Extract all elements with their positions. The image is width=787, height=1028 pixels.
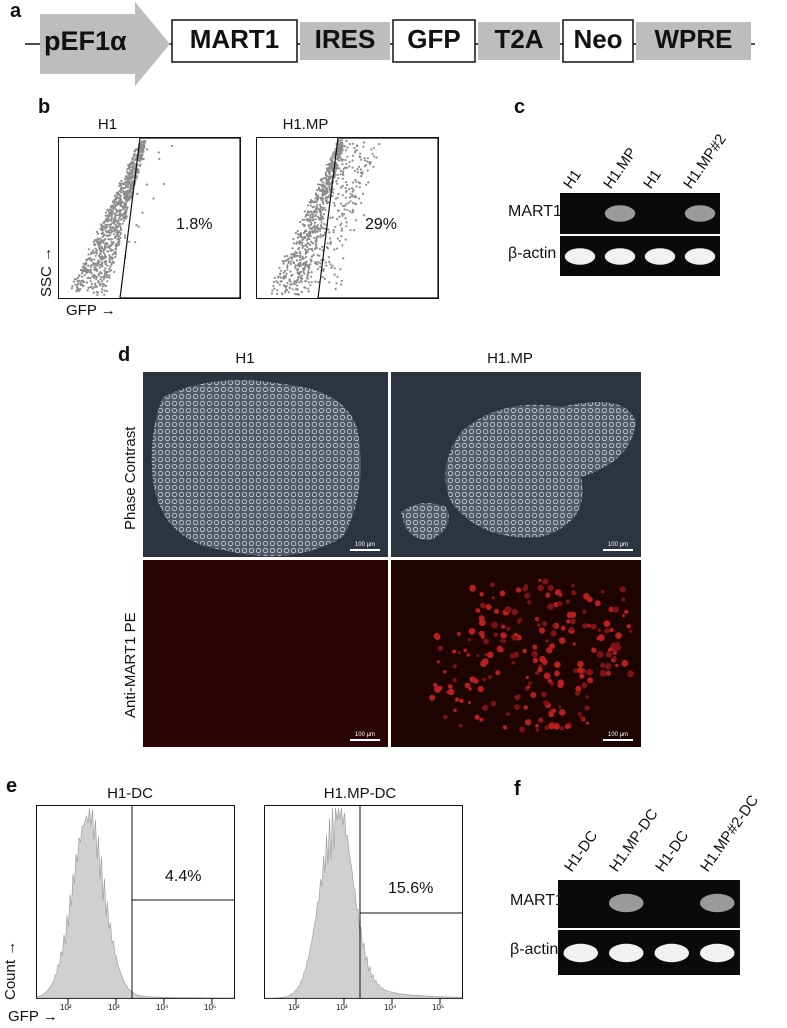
gel-band [563,943,599,963]
micro-pe-h1mp: 100 μm [391,560,641,747]
construct-element-0 [171,19,298,63]
colony-h1mp [445,402,636,538]
hist-x-tick-label: 10² [288,1003,300,1012]
construct-element-1 [300,22,390,60]
colony-h1mp-small [401,503,449,541]
flow-b-xaxis: GFP → [66,302,116,319]
colony-h1 [151,380,361,557]
construct-element-label: IRES [314,24,376,54]
gel-band [699,943,735,963]
gel-lane-label: H1.MP [600,144,641,192]
gel-lane-label: H1-DC [651,827,693,875]
flow-b1-title: H1 [97,116,118,133]
flow-b2-title: H1.MP [282,116,329,133]
gel-band [684,248,716,265]
construct-element-4 [562,19,634,63]
hist-x-tick-label: 10² [60,1003,72,1012]
gate-h1 [119,137,241,299]
flow-b-yaxis: SSC → [38,246,55,297]
micro-row2-label: Anti-MART1 PE [122,612,139,718]
gel-band [608,943,644,963]
micro-col2-title: H1.MP [487,350,533,367]
micro-pe-h1: 100 μm [143,560,388,747]
micro-row1-label: Phase Contrast [122,426,139,530]
hist-x-tick-label: 10⁵ [204,1003,217,1012]
construct-element-label: GFP [407,24,461,54]
construct-element-3 [478,22,560,60]
hist-x-tick-label: 10³ [108,1003,120,1012]
scale-bar-4: 100 μm [603,732,633,741]
gel-c-row2-label: β-actin [508,245,557,262]
gel-band [564,248,596,265]
hist-e-xaxis: GFP → [8,1008,58,1025]
construct-element-label: Neo [573,24,623,54]
scale-bar-1: 100 μm [350,542,380,551]
gel-band [644,248,676,265]
panel-b-label: b [38,96,51,118]
gel-band [654,943,690,963]
gel-band [699,893,735,913]
construct-diagram [25,2,755,86]
construct-element-5 [636,22,751,60]
gel-lane-label: H1.MP#2 [680,131,730,192]
hist-h1mpdc [264,805,463,1004]
gel-lane-label: H1-DC [560,827,602,875]
gel-c [560,193,720,276]
gel-lane-label: H1.MP#2-DC [697,792,763,875]
gel-lane-label: H1 [640,166,666,192]
hist-e1-percent: 4.4% [165,868,202,885]
panel-a-label: a [10,0,22,22]
hist-e2-percent: 15.6% [388,880,434,897]
gel-f [558,880,740,975]
micro-phase-h1: 100 μm [143,372,388,557]
panel-d-label: d [118,344,131,366]
hist-x-tick-label: 10⁴ [384,1003,397,1012]
hist-e-yaxis: Count → [2,940,19,1000]
gel-band [684,205,716,222]
flow-plot-h1 [58,137,241,299]
hist-x-tick-label: 10⁴ [156,1003,169,1012]
hist-h1dc [36,805,235,1004]
scale-bar-2: 100 μm [603,542,633,551]
gel-f-row1-label: MART1 [510,892,564,909]
gel-lane-label: H1 [560,166,586,192]
hist-e1-title: H1-DC [107,785,153,802]
gel-band [604,205,636,222]
promoter-arrow [40,2,170,86]
flow-b2-percent: 29% [365,216,398,233]
flow-b1-percent: 1.8% [176,216,213,233]
hist-x-tick-label: 10³ [336,1003,348,1012]
flow-plot-h1mp [256,137,439,299]
construct-element-label: MART1 [189,24,280,54]
hist-x-tick-label: 10⁵ [432,1003,445,1012]
gate-h1mp [317,137,439,299]
scale-bar-3: 100 μm [350,732,380,741]
gel-c-row1-label: MART1 [508,203,562,220]
construct-element-2 [392,19,476,63]
panel-e-label: e [6,775,18,797]
promoter-label: pEF1α [44,26,127,56]
micro-col1-title: H1 [235,350,255,367]
construct-element-label: WPRE [654,24,733,54]
gel-f-row2-label: β-actin [510,941,559,958]
panel-c-label: c [514,96,526,118]
construct-element-label: T2A [494,24,544,54]
gel-band [604,248,636,265]
gel-band [608,893,644,913]
panel-f-label: f [514,778,521,800]
micro-phase-h1mp: 100 μm [391,372,641,557]
hist-e2-title: H1.MP-DC [323,785,397,802]
